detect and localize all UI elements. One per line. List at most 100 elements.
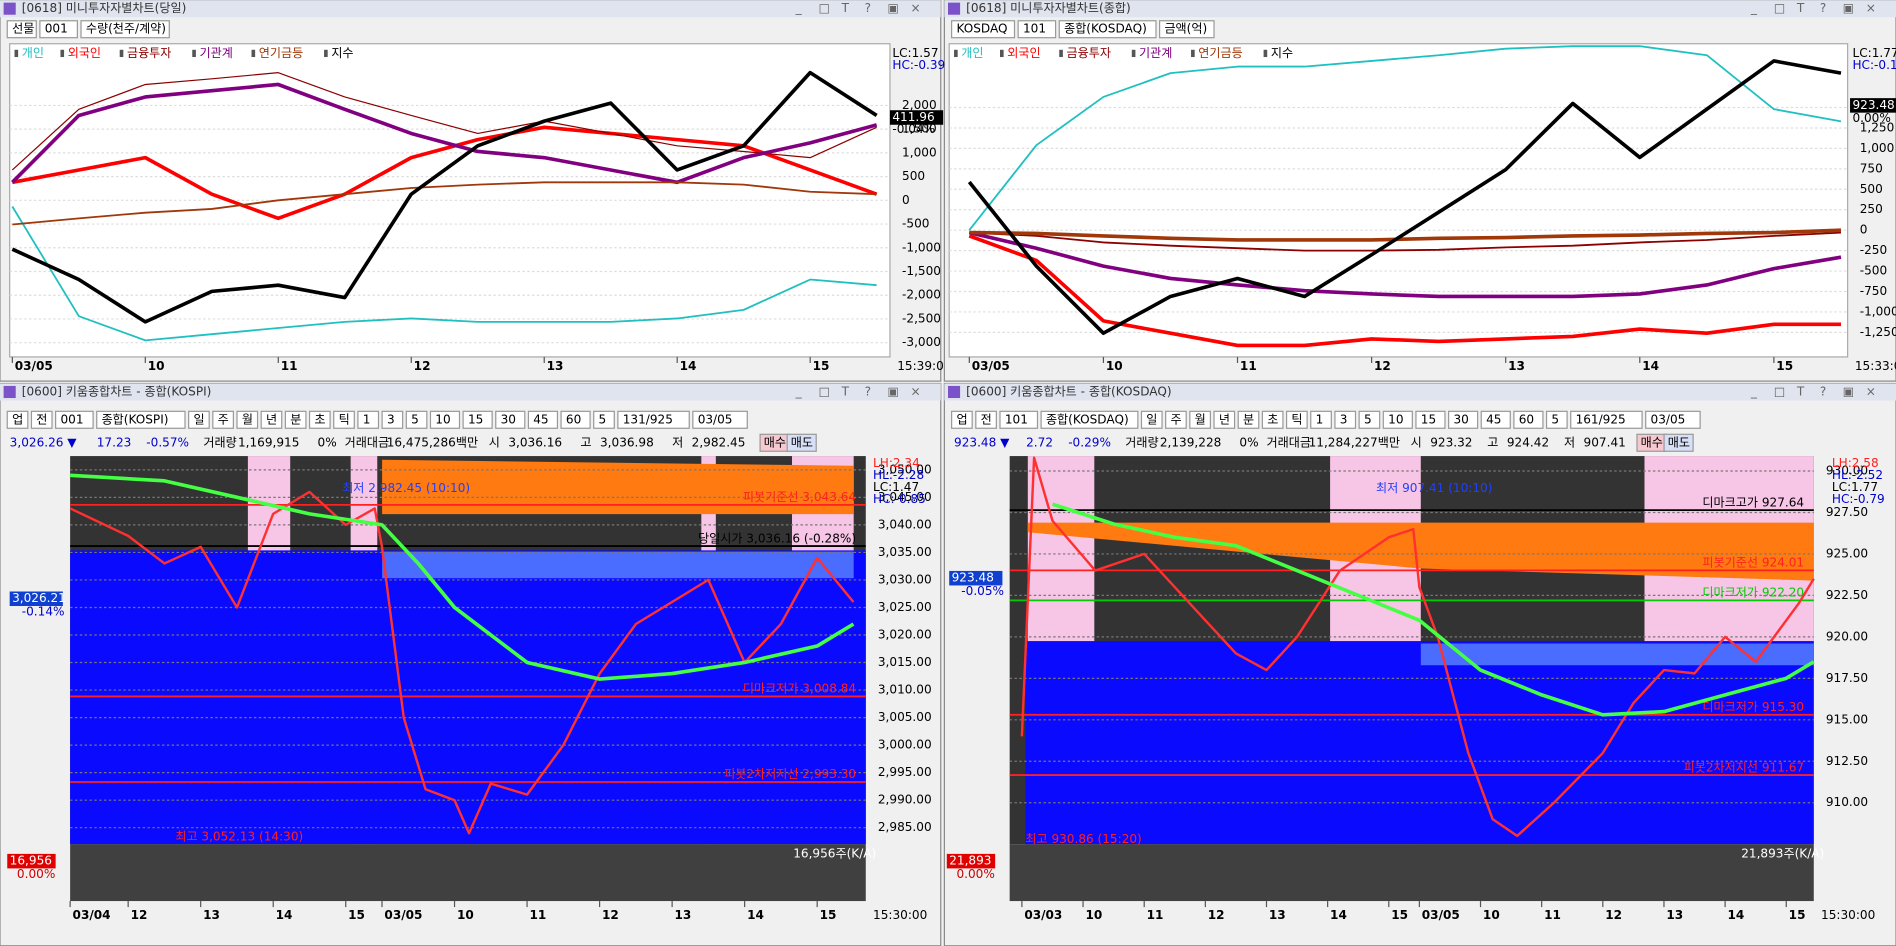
info-text[interactable]: 매수	[764, 435, 786, 449]
window-button[interactable]: ×	[911, 1, 921, 15]
window-button[interactable]: ?	[865, 1, 871, 15]
control-label[interactable]: 일	[1146, 412, 1157, 426]
control-label[interactable]: 전	[36, 412, 47, 426]
control-label[interactable]: 분	[290, 412, 301, 426]
control-label[interactable]: 틱	[339, 412, 350, 426]
control-label[interactable]: 업	[956, 412, 967, 426]
control[interactable]	[284, 410, 307, 429]
control[interactable]	[1310, 410, 1332, 429]
control[interactable]	[1213, 410, 1236, 429]
window-button[interactable]: _	[1750, 384, 1758, 398]
control-label[interactable]: 종합(KOSDAQ)	[1046, 412, 1129, 426]
control[interactable]	[1159, 20, 1215, 39]
control-label[interactable]: 3	[387, 412, 395, 426]
control-label[interactable]: 년	[1219, 412, 1230, 426]
control[interactable]	[96, 410, 186, 429]
control[interactable]	[1058, 20, 1157, 39]
control-label[interactable]: 선물	[12, 22, 34, 36]
control-label[interactable]: 수량(천주/계약)	[86, 21, 166, 36]
control-label[interactable]: 5	[1364, 412, 1372, 426]
control-label[interactable]: KOSDAQ	[956, 22, 1007, 36]
control[interactable]	[308, 410, 331, 429]
control[interactable]	[80, 20, 170, 39]
window-button[interactable]: ?	[865, 384, 871, 398]
control-label[interactable]: 45	[533, 412, 548, 426]
control-label[interactable]: 종합(KOSDAQ)	[1064, 22, 1147, 36]
control[interactable]	[1261, 410, 1284, 429]
control[interactable]	[951, 410, 973, 429]
control-label[interactable]: 전	[981, 412, 992, 426]
control-label[interactable]: 주	[1170, 412, 1181, 426]
control-label[interactable]: 1	[363, 412, 371, 426]
control-label[interactable]: 5	[599, 412, 607, 426]
control-label[interactable]: 종합(KOSPI)	[102, 412, 169, 426]
control[interactable]	[1513, 410, 1544, 429]
control[interactable]	[1017, 20, 1057, 39]
control[interactable]	[975, 410, 997, 429]
control[interactable]	[462, 410, 493, 429]
control-label[interactable]: 분	[1243, 412, 1254, 426]
control[interactable]	[405, 410, 428, 429]
control-label[interactable]: 일	[193, 412, 204, 426]
window-button[interactable]: □	[1774, 384, 1785, 398]
control[interactable]	[1415, 410, 1446, 429]
control[interactable]	[617, 410, 690, 429]
control[interactable]	[1140, 410, 1163, 429]
window-button[interactable]: T	[1796, 1, 1805, 15]
order-button[interactable]	[1663, 433, 1694, 452]
control[interactable]	[381, 410, 404, 429]
control[interactable]	[1189, 410, 1211, 429]
control[interactable]	[429, 410, 461, 429]
control[interactable]	[1545, 410, 1568, 429]
window-button[interactable]: □	[819, 1, 830, 15]
control[interactable]	[236, 410, 259, 429]
control[interactable]	[1237, 410, 1260, 429]
control[interactable]	[999, 410, 1039, 429]
control-label[interactable]: 131/925	[623, 412, 673, 426]
control-label[interactable]: 03/05	[698, 412, 733, 426]
info-text[interactable]: 매도	[791, 435, 813, 449]
control-label[interactable]: 161/925	[1576, 412, 1626, 426]
window-button[interactable]: ▣	[888, 384, 899, 398]
control[interactable]	[1447, 410, 1479, 429]
control-label[interactable]: 년	[266, 412, 277, 426]
control-label[interactable]: 30	[1453, 412, 1468, 426]
control[interactable]	[212, 410, 234, 429]
control-label[interactable]: 001	[60, 412, 83, 426]
control-label[interactable]: 10	[1388, 412, 1403, 426]
control[interactable]	[495, 410, 526, 429]
control[interactable]	[6, 410, 29, 429]
order-button[interactable]	[786, 433, 817, 452]
control[interactable]	[692, 410, 748, 429]
control[interactable]	[951, 20, 1016, 39]
window-button[interactable]: ▣	[888, 1, 899, 15]
control-label[interactable]: 금액(억)	[1164, 22, 1207, 36]
control[interactable]	[1334, 410, 1357, 429]
control[interactable]	[6, 20, 37, 39]
control-label[interactable]: 60	[1519, 412, 1534, 426]
window-button[interactable]: _	[795, 384, 803, 398]
control-label[interactable]: 3	[1340, 412, 1348, 426]
control-label[interactable]: 틱	[1291, 412, 1302, 426]
control-label[interactable]: 15	[1421, 412, 1436, 426]
control-label[interactable]: 001	[45, 22, 68, 36]
info-text[interactable]: 매수	[1641, 435, 1663, 449]
control-label[interactable]: 30	[501, 412, 516, 426]
window-button[interactable]: □	[1774, 1, 1785, 15]
control[interactable]	[1645, 410, 1701, 429]
window-button[interactable]: ▣	[1843, 384, 1854, 398]
control-label[interactable]: 45	[1486, 412, 1501, 426]
window-button[interactable]: T	[841, 1, 850, 15]
control[interactable]	[560, 410, 591, 429]
info-text[interactable]: 매도	[1668, 435, 1690, 449]
window-button[interactable]: ×	[911, 384, 921, 398]
control-label[interactable]: 5	[411, 412, 419, 426]
control[interactable]	[55, 410, 94, 429]
control[interactable]	[260, 410, 283, 429]
control-label[interactable]: 101	[1023, 22, 1046, 36]
control[interactable]	[593, 410, 615, 429]
control[interactable]	[357, 410, 380, 429]
control-label[interactable]: 03/05	[1651, 412, 1686, 426]
control[interactable]	[333, 410, 355, 429]
control[interactable]	[1358, 410, 1381, 429]
